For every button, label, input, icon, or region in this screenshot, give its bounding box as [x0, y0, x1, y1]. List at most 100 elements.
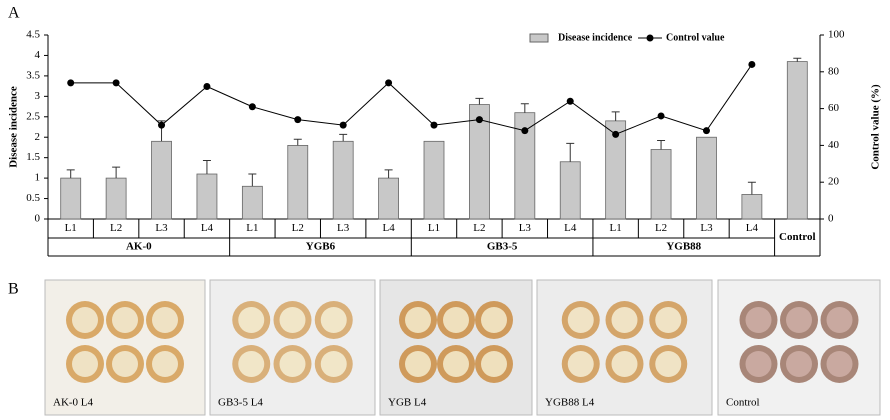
y-tick-label: 3.5 [26, 69, 40, 81]
photo-label: Control [726, 397, 760, 409]
x-tick-label: L3 [337, 222, 350, 234]
root-core [567, 307, 594, 333]
x-tick-label: L3 [519, 222, 532, 234]
root-core [405, 351, 431, 377]
error-bar [566, 142, 575, 162]
root-core [72, 351, 98, 377]
bar [196, 173, 218, 220]
root-core [443, 351, 469, 377]
photo-label: GB3-5 L4 [218, 397, 263, 409]
root-core [481, 307, 507, 333]
y2-tick-label: 80 [828, 65, 840, 77]
bar [650, 149, 672, 220]
y-axis-label: Disease incidence [8, 86, 20, 168]
y2-tick-label: 100 [828, 29, 845, 41]
point [112, 79, 120, 87]
root-core [745, 351, 772, 377]
root-core [112, 351, 138, 377]
root-core [320, 351, 347, 377]
line [70, 64, 753, 135]
root-core [611, 351, 638, 377]
legend-label: Disease incidence [558, 32, 633, 43]
bar [696, 136, 717, 220]
group-label: GB3-5 [487, 241, 518, 253]
root-core [655, 307, 682, 333]
y2-axis-label: Control value (%) [870, 84, 882, 170]
y-tick-label: 1 [35, 172, 41, 184]
y-tick-label: 4.5 [26, 29, 40, 41]
y-tick-label: 1.5 [26, 151, 40, 163]
point [67, 79, 75, 87]
group-label: AK-0 [126, 241, 152, 253]
point [339, 121, 347, 129]
y-tick-label: 0.5 [26, 192, 40, 204]
root-core [405, 307, 431, 333]
point [430, 121, 438, 129]
point [521, 127, 529, 135]
error-bar [339, 133, 348, 142]
root-core [238, 351, 265, 377]
x-tick-label: L1 [428, 222, 440, 234]
y-tick-label: 4 [35, 49, 41, 61]
group-label: YGB88 [666, 241, 701, 253]
point [294, 116, 302, 124]
bar [287, 144, 309, 220]
root-core [112, 307, 138, 333]
error-bar [520, 103, 529, 113]
point [385, 79, 393, 87]
y-tick-label: 3 [35, 90, 41, 102]
bar [241, 185, 263, 220]
x-tick-label: L2 [473, 222, 485, 234]
error-bar [657, 139, 666, 150]
point [657, 112, 665, 120]
legend-label: Control value [666, 32, 725, 43]
error-bar [384, 169, 393, 179]
panel-label: B [8, 281, 19, 298]
y-tick-label: 0 [35, 213, 41, 225]
group-label: YGB6 [306, 241, 336, 253]
root-core [238, 307, 265, 333]
x-tick-label: L4 [201, 222, 214, 234]
bar [378, 177, 399, 220]
error-bar [248, 173, 257, 187]
bar [559, 161, 581, 220]
x-tick-label: L2 [655, 222, 667, 234]
x-tick-label: L3 [700, 222, 713, 234]
x-tick-label: L4 [746, 222, 759, 234]
x-tick-label: L2 [110, 222, 122, 234]
root-core [443, 307, 469, 333]
x-tick-label: L1 [65, 222, 77, 234]
bar [741, 194, 763, 220]
root-core [481, 351, 507, 377]
x-tick-label: L3 [155, 222, 168, 234]
x-tick-label: L4 [564, 222, 577, 234]
y-tick-label: 2 [35, 131, 41, 143]
point [158, 121, 166, 129]
point [748, 60, 756, 68]
root-core [152, 351, 178, 377]
root-core [826, 351, 853, 377]
root-core [611, 307, 638, 333]
bar [105, 177, 127, 220]
y-tick-label: 2.5 [26, 110, 40, 122]
bar [786, 61, 808, 220]
panel-label: A [8, 5, 20, 22]
error-bar [475, 97, 484, 105]
y2-tick-label: 60 [828, 102, 840, 114]
root-core [72, 307, 98, 333]
root-core [826, 307, 853, 333]
x-tick-label: L2 [292, 222, 304, 234]
photo-label: AK-0 L4 [53, 397, 94, 409]
point [203, 83, 211, 91]
root-core [745, 307, 772, 333]
x-tick-label: L4 [382, 222, 395, 234]
error-bar [66, 169, 75, 179]
error-bar [747, 181, 756, 195]
x-tick-label: L1 [246, 222, 258, 234]
point [248, 103, 256, 111]
root-core [320, 307, 347, 333]
y2-tick-label: 20 [828, 176, 840, 188]
y2-tick-label: 40 [828, 139, 840, 151]
bar [151, 140, 172, 220]
